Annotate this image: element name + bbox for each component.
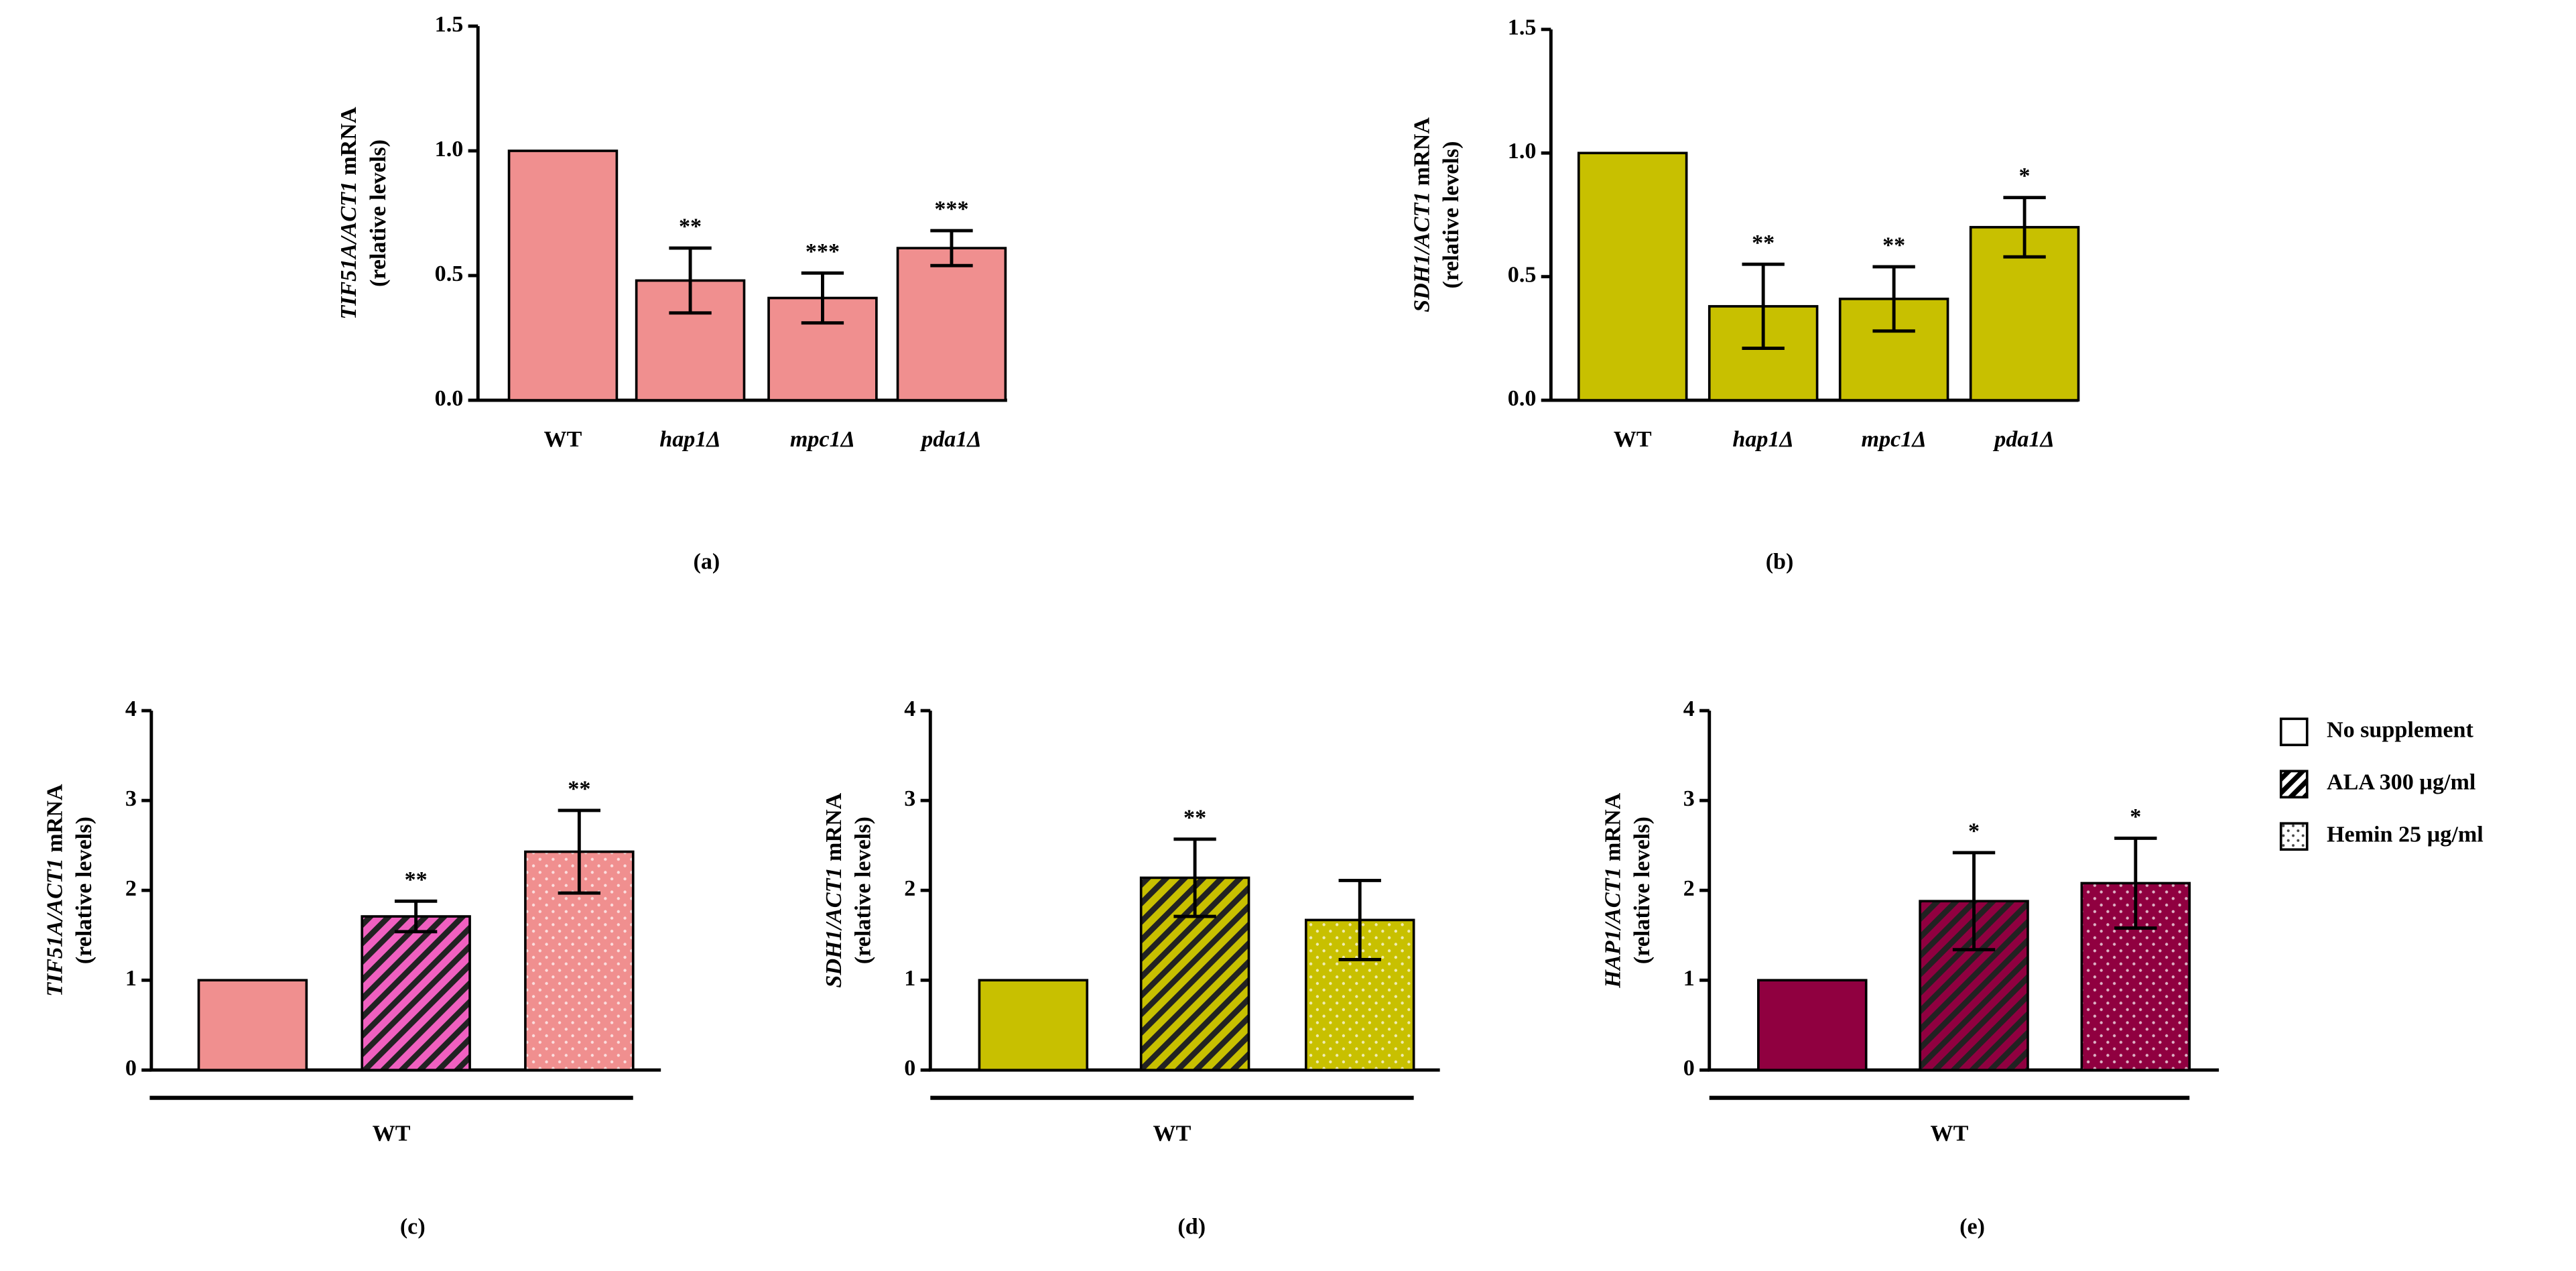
significance: *** <box>806 239 840 264</box>
y-axis-label: SDH1/ACT1 mRNA <box>1409 117 1434 312</box>
y-axis-label-gene: TIF51A/ACT1 <box>336 181 361 320</box>
y-axis-label-gene: SDH1/ACT1 <box>1409 192 1434 312</box>
y-axis-label-gene: SDH1/ACT1 <box>822 867 846 988</box>
significance: *** <box>934 197 968 222</box>
significance: ** <box>405 867 428 892</box>
legend-label: ALA 300 µg/ml <box>2327 770 2475 795</box>
panel-label: (d) <box>1177 1214 1206 1239</box>
group-label: WT <box>1153 1122 1192 1146</box>
x-tick-label: mpc1Δ <box>790 427 855 452</box>
panel-label: (c) <box>400 1214 426 1239</box>
bar <box>896 247 1007 402</box>
y-tick-label: 0.5 <box>435 261 464 286</box>
x-tick-label: pda1Δ <box>919 427 982 452</box>
group-label: WT <box>1931 1122 1969 1146</box>
y-tick-label: 1 <box>904 966 915 991</box>
y-tick-label: 3 <box>1683 786 1695 811</box>
x-tick-label: WT <box>544 427 582 452</box>
x-tick-label: WT <box>1614 427 1652 452</box>
legend-label: Hemin 25 µg/ml <box>2327 823 2484 847</box>
y-axis-label-line2: (relative levels) <box>1630 816 1655 964</box>
x-tick-label: pda1Δ <box>1992 427 2055 452</box>
legend-label: No supplement <box>2327 718 2474 743</box>
significance: * <box>2130 804 2141 829</box>
x-tick-label: hap1Δ <box>659 427 721 452</box>
bar <box>1304 918 1415 1072</box>
significance: ** <box>1183 805 1206 830</box>
significance: ** <box>1882 233 1905 258</box>
y-tick-label: 0.5 <box>1508 262 1537 287</box>
y-axis-label-unit: mRNA <box>42 784 67 858</box>
y-axis-label: TIF51A/ACT1 mRNA <box>42 784 67 997</box>
y-axis-label-line2: (relative levels) <box>851 816 876 964</box>
y-tick-label: 0.0 <box>435 386 464 411</box>
y-tick-label: 0 <box>1683 1056 1695 1081</box>
x-tick-label: mpc1Δ <box>1862 427 1927 452</box>
y-axis-label-line2: (relative levels) <box>72 816 96 964</box>
y-tick-label: 0 <box>125 1056 137 1081</box>
y-axis-label: TIF51A/ACT1 mRNA <box>336 107 361 320</box>
y-tick-label: 3 <box>125 786 137 811</box>
y-tick-label: 1 <box>1683 966 1695 991</box>
bar <box>1577 152 1688 402</box>
panel-label: (e) <box>1959 1214 1985 1239</box>
y-axis-label-gene: HAP1/ACT1 <box>1600 867 1625 989</box>
y-axis-label-gene: TIF51A/ACT1 <box>42 858 67 997</box>
legend-swatch <box>2279 822 2309 851</box>
y-axis-label-unit: mRNA <box>1409 117 1434 192</box>
y-tick-label: 1.5 <box>435 12 464 37</box>
y-tick-label: 1.0 <box>435 137 464 162</box>
significance: * <box>2019 164 2031 188</box>
y-tick-label: 1 <box>125 966 137 991</box>
bar <box>1757 979 1868 1072</box>
x-tick-label: hap1Δ <box>1732 427 1794 452</box>
significance: * <box>1968 819 1980 843</box>
significance: ** <box>679 215 702 239</box>
y-tick-label: 0.0 <box>1508 386 1537 411</box>
significance: ** <box>1752 231 1775 255</box>
panel-label: (a) <box>694 550 720 574</box>
y-tick-label: 2 <box>1683 876 1695 901</box>
legend-swatch <box>2279 770 2309 799</box>
y-tick-label: 1.5 <box>1508 15 1537 40</box>
y-tick-label: 2 <box>125 876 137 901</box>
y-axis-label: HAP1/ACT1 mRNA <box>1600 792 1625 988</box>
significance: ** <box>568 776 590 801</box>
bar <box>197 979 308 1072</box>
y-tick-label: 1.0 <box>1508 139 1537 164</box>
y-axis-label: SDH1/ACT1 mRNA <box>822 792 846 987</box>
y-tick-label: 2 <box>904 876 915 901</box>
y-axis-label-unit: mRNA <box>1600 792 1625 867</box>
y-axis-label-unit: mRNA <box>822 792 846 867</box>
bar <box>507 149 619 402</box>
y-tick-label: 0 <box>904 1056 915 1081</box>
legend-swatch <box>2279 717 2309 747</box>
group-label: WT <box>373 1122 411 1146</box>
y-tick-label: 4 <box>125 697 137 721</box>
bar <box>978 979 1089 1072</box>
y-axis-label-unit: mRNA <box>336 107 361 181</box>
y-axis-label-line2: (relative levels) <box>366 139 391 287</box>
bar <box>361 915 471 1072</box>
y-tick-label: 4 <box>904 697 915 721</box>
y-tick-label: 4 <box>1683 697 1695 721</box>
panel-label: (b) <box>1766 550 1794 574</box>
y-tick-label: 3 <box>904 786 915 811</box>
y-axis-label-line2: (relative levels) <box>1439 141 1464 288</box>
